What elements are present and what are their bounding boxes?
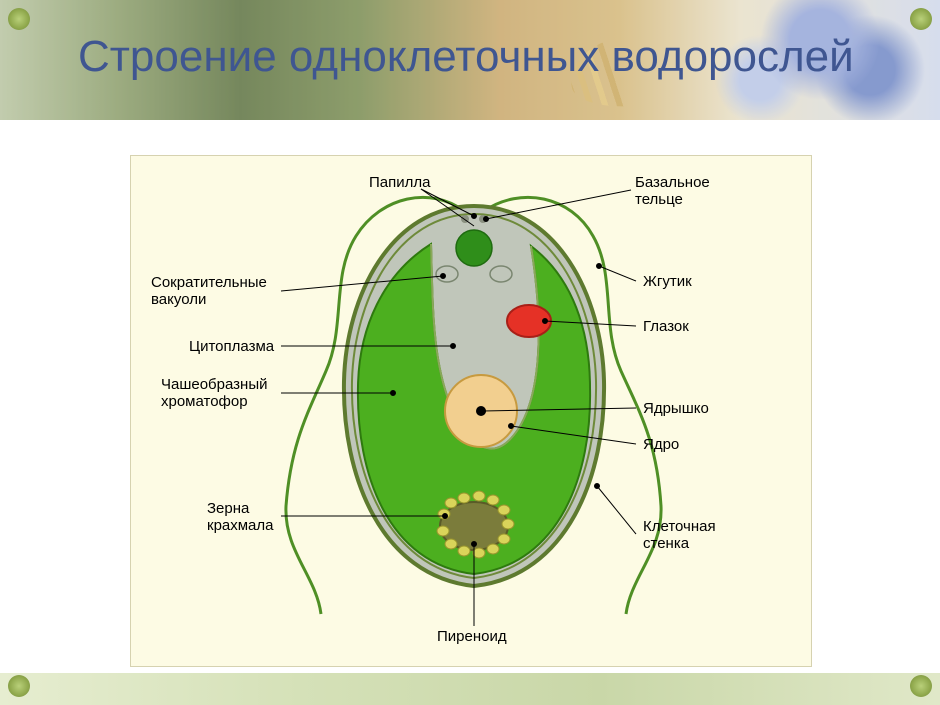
label-contractile-vacuoles: Сократительныевакуоли xyxy=(151,274,267,309)
corner-dot-icon xyxy=(8,675,30,697)
corner-dot-icon xyxy=(910,675,932,697)
label-eyespot: Глазок xyxy=(643,318,689,335)
cell-diagram: Папилла Базальноетельце Сократительныева… xyxy=(130,155,812,667)
label-nucleolus: Ядрышко xyxy=(643,400,709,417)
corner-dot-icon xyxy=(910,8,932,30)
cell-svg xyxy=(131,156,811,666)
label-papilla: Папилла xyxy=(369,174,430,191)
label-cell-wall: Клеточнаястенка xyxy=(643,518,716,553)
slide-title: Строение одноклеточных водорослей xyxy=(78,32,854,83)
label-basal-body: Базальноетельце xyxy=(635,174,710,209)
slide: Строение одноклеточных водорослей xyxy=(0,0,940,705)
label-flagellum: Жгутик xyxy=(643,273,692,290)
label-cytoplasm: Цитоплазма xyxy=(189,338,274,355)
label-starch-grains: Зернакрахмала xyxy=(207,500,274,535)
corner-dot-icon xyxy=(8,8,30,30)
label-chromatophore: Чашеобразныйхроматофор xyxy=(161,376,268,411)
label-pyrenoid: Пиреноид xyxy=(437,628,507,645)
decorative-footer-bg xyxy=(0,673,940,705)
label-nucleus: Ядро xyxy=(643,436,679,453)
